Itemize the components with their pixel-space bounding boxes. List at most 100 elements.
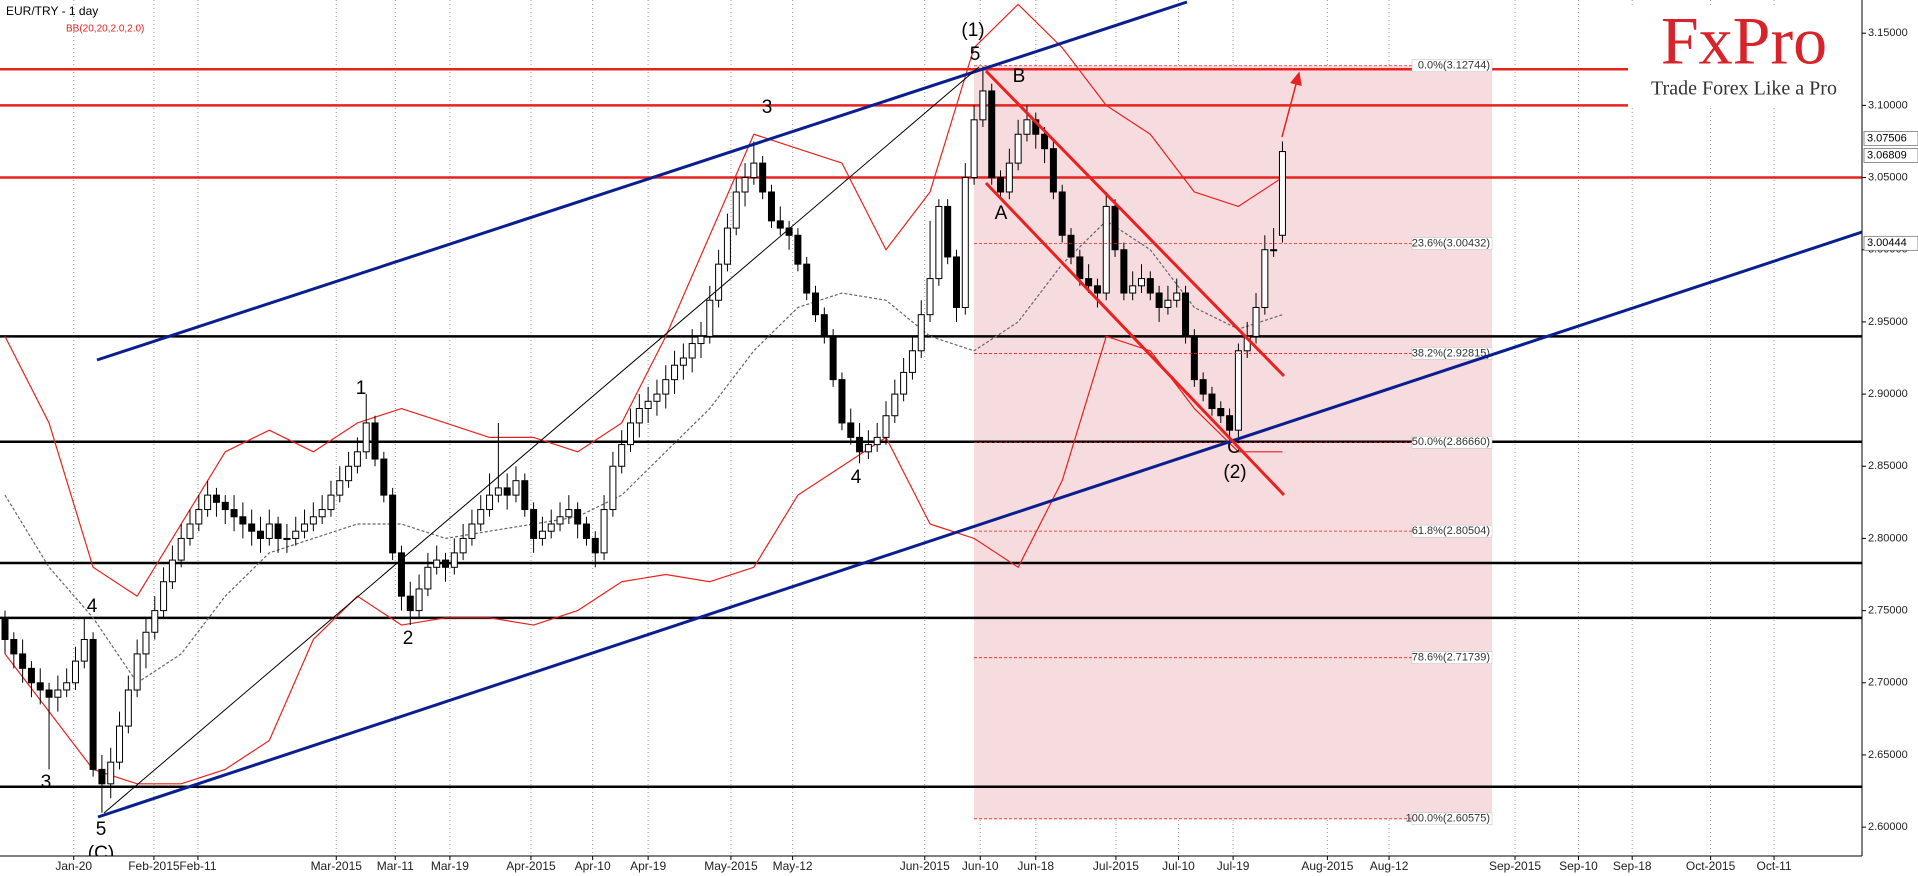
- x-tick-label: Mar-2015: [311, 859, 363, 873]
- candle-body: [635, 408, 643, 424]
- candle-body: [36, 682, 44, 691]
- channel-line: [984, 181, 1286, 497]
- y-tick-label: 2.60000: [1868, 821, 1908, 833]
- candle-body: [1049, 148, 1057, 193]
- candle-body: [1164, 299, 1172, 308]
- wave-label: 2: [403, 628, 414, 649]
- candle-body: [133, 653, 141, 691]
- wave-label: 4: [851, 467, 862, 488]
- candle-body: [19, 653, 27, 669]
- candle-body: [186, 523, 194, 539]
- candle-body: [80, 638, 88, 662]
- candle-body: [353, 451, 361, 467]
- candle-body: [301, 523, 309, 532]
- x-tick-label: Sep-10: [1559, 859, 1598, 873]
- candle-body: [327, 494, 335, 511]
- x-tick-label: Mar-11: [377, 859, 414, 873]
- candle-body: [988, 90, 996, 179]
- logo: FxPro Trade Forex Like a Pro: [1628, 3, 1860, 108]
- candle-body: [917, 314, 925, 352]
- trendline: [103, 66, 980, 814]
- price-marker: [1863, 235, 1918, 251]
- candle-body: [477, 509, 485, 525]
- candle-body: [256, 530, 264, 539]
- candle-body: [697, 335, 705, 345]
- channel-line: [984, 69, 1286, 378]
- candle-body: [424, 566, 432, 590]
- candle-body: [970, 119, 978, 179]
- wave-label: 3: [762, 97, 773, 118]
- candle-body: [662, 379, 670, 395]
- candle-body: [741, 177, 749, 193]
- candle-body: [591, 537, 599, 554]
- candle-body: [63, 682, 71, 691]
- candle-body: [1093, 285, 1101, 294]
- candle-body: [371, 422, 379, 460]
- x-tick-label: Oct-11: [1756, 859, 1791, 873]
- y-tick-label: 2.90000: [1868, 388, 1908, 400]
- candle-body: [1190, 335, 1198, 381]
- x-tick-label: Oct-2015: [1686, 859, 1736, 873]
- candle-body: [248, 523, 256, 532]
- candle-body: [10, 638, 18, 655]
- y-tick-label: 2.85000: [1868, 460, 1908, 472]
- candle-body: [556, 516, 564, 525]
- candle-body: [494, 487, 502, 496]
- x-tick-label: Jan-20: [55, 859, 92, 873]
- x-tick-label: Jun-2015: [900, 859, 950, 873]
- candle-body: [54, 689, 62, 698]
- y-tick-label: 2.70000: [1868, 677, 1908, 689]
- trendlines: [96, 0, 1862, 819]
- x-tick-label: Apr-10: [575, 859, 611, 873]
- candle-body: [600, 509, 608, 554]
- x-tick-label: Aug-2015: [1301, 859, 1353, 873]
- candle-body: [168, 559, 176, 583]
- candle-body: [1217, 408, 1225, 417]
- candle-body: [618, 444, 626, 467]
- candle-body: [406, 595, 414, 612]
- candle-body: [935, 205, 943, 280]
- candle-body: [1085, 278, 1093, 287]
- candle-body: [812, 292, 820, 316]
- candle-body: [1208, 393, 1216, 410]
- candle-body: [468, 523, 476, 539]
- candle-body: [961, 177, 969, 308]
- x-tick-label: Mar-19: [431, 859, 469, 873]
- x-tick-label: Apr-2015: [506, 859, 556, 873]
- chart-title: EUR/TRY - 1 day: [6, 4, 98, 18]
- candle-body: [45, 689, 53, 698]
- candle-body: [116, 725, 124, 763]
- candle-body: [1226, 415, 1234, 431]
- candle-body: [1102, 205, 1110, 294]
- candle-body: [274, 523, 282, 539]
- candle-body: [212, 494, 220, 503]
- candle-body: [221, 501, 229, 511]
- candle-body: [715, 263, 723, 301]
- candle-body: [345, 465, 353, 482]
- logo-background: [1628, 6, 1860, 108]
- candle-body: [1129, 285, 1137, 294]
- y-tick-label: 2.95000: [1868, 316, 1908, 328]
- candle-body: [750, 162, 758, 179]
- candle-body: [873, 436, 881, 446]
- x-tick-label: Jun-18: [1017, 859, 1054, 873]
- y-tick-label: 3.15000: [1868, 27, 1908, 39]
- candle-body: [803, 263, 811, 294]
- candle-body: [1067, 234, 1075, 258]
- candle-body: [1278, 151, 1286, 236]
- candle-body: [644, 400, 652, 410]
- x-tick-label: Apr-19: [630, 859, 666, 873]
- candle-body: [759, 162, 767, 193]
- fib-label: 61.8%(2.80504): [1412, 525, 1490, 537]
- candle-body: [177, 537, 185, 561]
- candle-body: [1111, 205, 1119, 251]
- candle-body: [609, 465, 617, 511]
- candle-body: [98, 768, 106, 785]
- candle-body: [71, 660, 79, 684]
- candle-body: [732, 191, 740, 229]
- y-tick-label: 2.65000: [1868, 749, 1908, 761]
- candle-body: [459, 537, 467, 554]
- candle-body: [1261, 249, 1269, 308]
- trendline: [96, 0, 1188, 362]
- candle-body: [574, 509, 582, 525]
